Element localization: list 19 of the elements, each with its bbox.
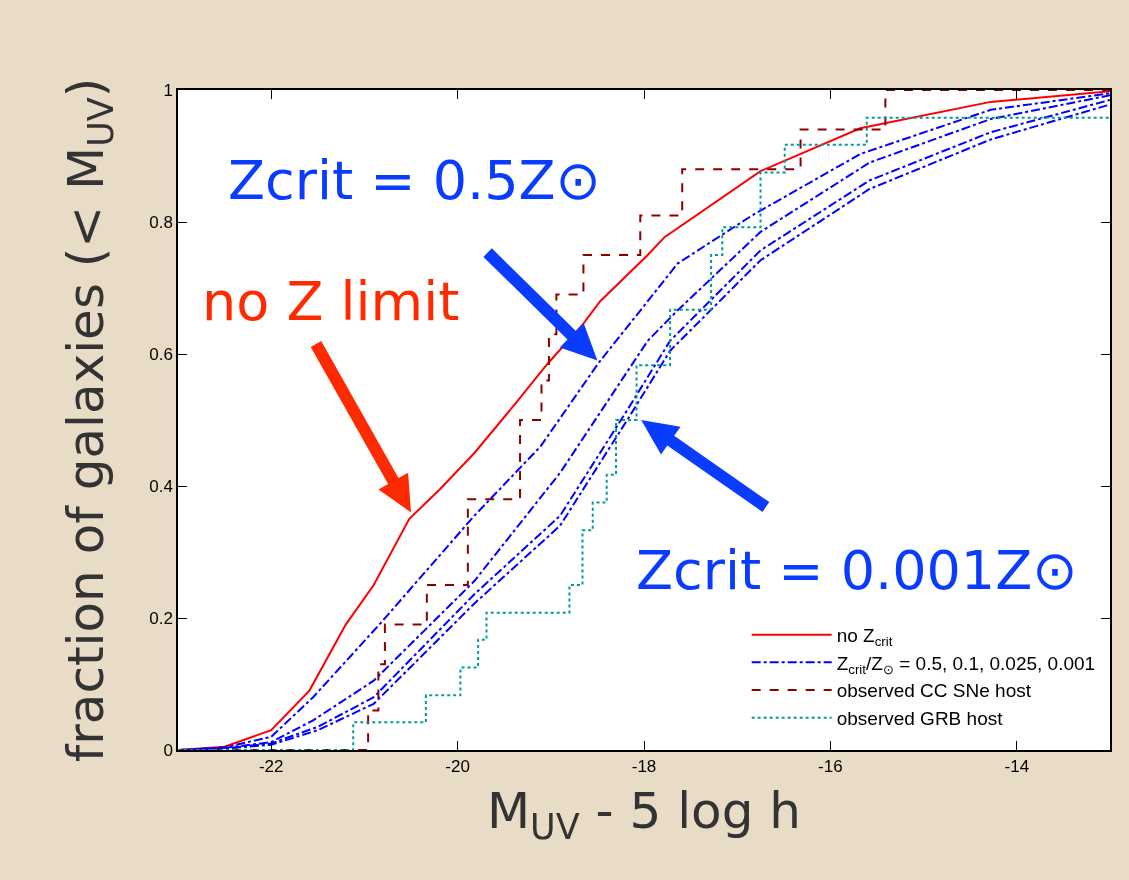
legend-label: observed GRB host [836,708,1004,730]
annotation: no Z limit [202,270,460,333]
x-axis-title: M$_{UV}$ - 5 log h [486,782,802,847]
x-tick-label: -16 [818,757,843,777]
x-tick-label: -22 [258,757,284,777]
y-tick-label: 0.6 [149,344,173,364]
x-tick-label: -18 [631,757,657,777]
annotation: Zcrit = 0.001Z⊙ [636,539,1078,602]
y-tick-label: 0.4 [149,476,173,496]
x-tick-label: -20 [445,757,470,777]
legend-label: Z$_{crit}$/Z$_{⊙}$ = 0.5, 0.1, 0.025, 0.001 [836,652,1096,677]
y-tick-label: 0.2 [149,608,173,628]
y-tick-label: 0.8 [149,212,173,232]
legend-label: observed CC SNe host [836,680,1032,702]
y-tick-label: 1 [163,80,173,100]
legend-label: no Z$_{crit}$ [836,625,893,650]
y-tick-label: 0 [163,740,173,760]
annotation: Zcrit = 0.5Z⊙ [228,149,601,212]
x-tick-label: -14 [1004,757,1030,777]
